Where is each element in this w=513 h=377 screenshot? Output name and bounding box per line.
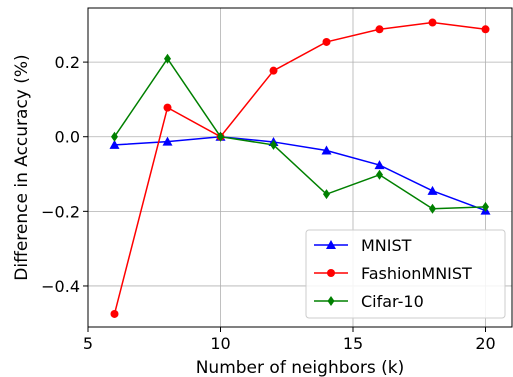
data-point-fashionmnist <box>269 66 278 75</box>
x-tick-label: 15 <box>343 334 363 353</box>
series-line-fashionmnist <box>113 21 486 315</box>
data-point-mnist <box>109 139 120 149</box>
legend-label-mnist: MNIST <box>361 236 412 255</box>
x-tick-label: 10 <box>210 334 230 353</box>
x-axis-label: Number of neighbors (k) <box>196 358 405 377</box>
legend-marker-mnist <box>326 240 336 249</box>
legend-box <box>305 229 506 319</box>
data-point-mnist <box>321 145 332 155</box>
data-point-mnist <box>427 185 438 195</box>
data-point-cifar-10 <box>217 131 224 142</box>
x-tick-label: 20 <box>475 334 495 353</box>
series-line-mnist <box>114 135 486 212</box>
legend: MNIST FashionMNIST Cifar-10 <box>305 229 506 319</box>
data-point-cifar-10 <box>429 203 436 214</box>
data-point-fashionmnist <box>481 25 490 34</box>
data-point-fashionmnist <box>163 103 172 112</box>
legend-label-fashionmnist: FashionMNIST <box>361 264 472 283</box>
y-tick-label: 0.2 <box>55 53 80 72</box>
data-point-fashionmnist <box>375 25 384 34</box>
data-point-mnist <box>374 160 385 170</box>
data-point-cifar-10 <box>323 189 330 200</box>
data-point-cifar-10 <box>376 169 383 180</box>
series-mnist <box>109 131 491 215</box>
y-tick-label: −0.4 <box>41 277 80 296</box>
legend-marker-fashionmnist <box>327 269 335 277</box>
series-cifar-10 <box>111 53 489 214</box>
series-layer <box>109 18 491 318</box>
data-point-fashionmnist <box>428 18 437 27</box>
grid <box>87 8 512 327</box>
y-axis-label: Difference in Accuracy (%) <box>12 54 32 280</box>
legend-label-cifar-10: Cifar-10 <box>361 292 424 311</box>
y-tick-label: 0.0 <box>55 128 80 147</box>
data-point-cifar-10 <box>270 139 277 150</box>
axes <box>87 7 513 328</box>
data-point-fashionmnist <box>322 37 331 46</box>
y-tick-label: −0.2 <box>41 202 80 221</box>
data-point-fashionmnist <box>110 309 119 318</box>
data-point-cifar-10 <box>111 131 118 142</box>
legend-marker-cifar-10 <box>327 296 335 306</box>
data-point-mnist <box>162 136 173 146</box>
series-line-cifar-10 <box>113 57 486 210</box>
data-point-cifar-10 <box>482 201 489 212</box>
data-point-cifar-10 <box>164 53 171 64</box>
x-tick-label: 5 <box>83 334 93 353</box>
ticks: 5 10 15 20 −0.4 −0.2 0.0 0.2 <box>41 53 496 353</box>
plot-frame <box>87 7 513 328</box>
